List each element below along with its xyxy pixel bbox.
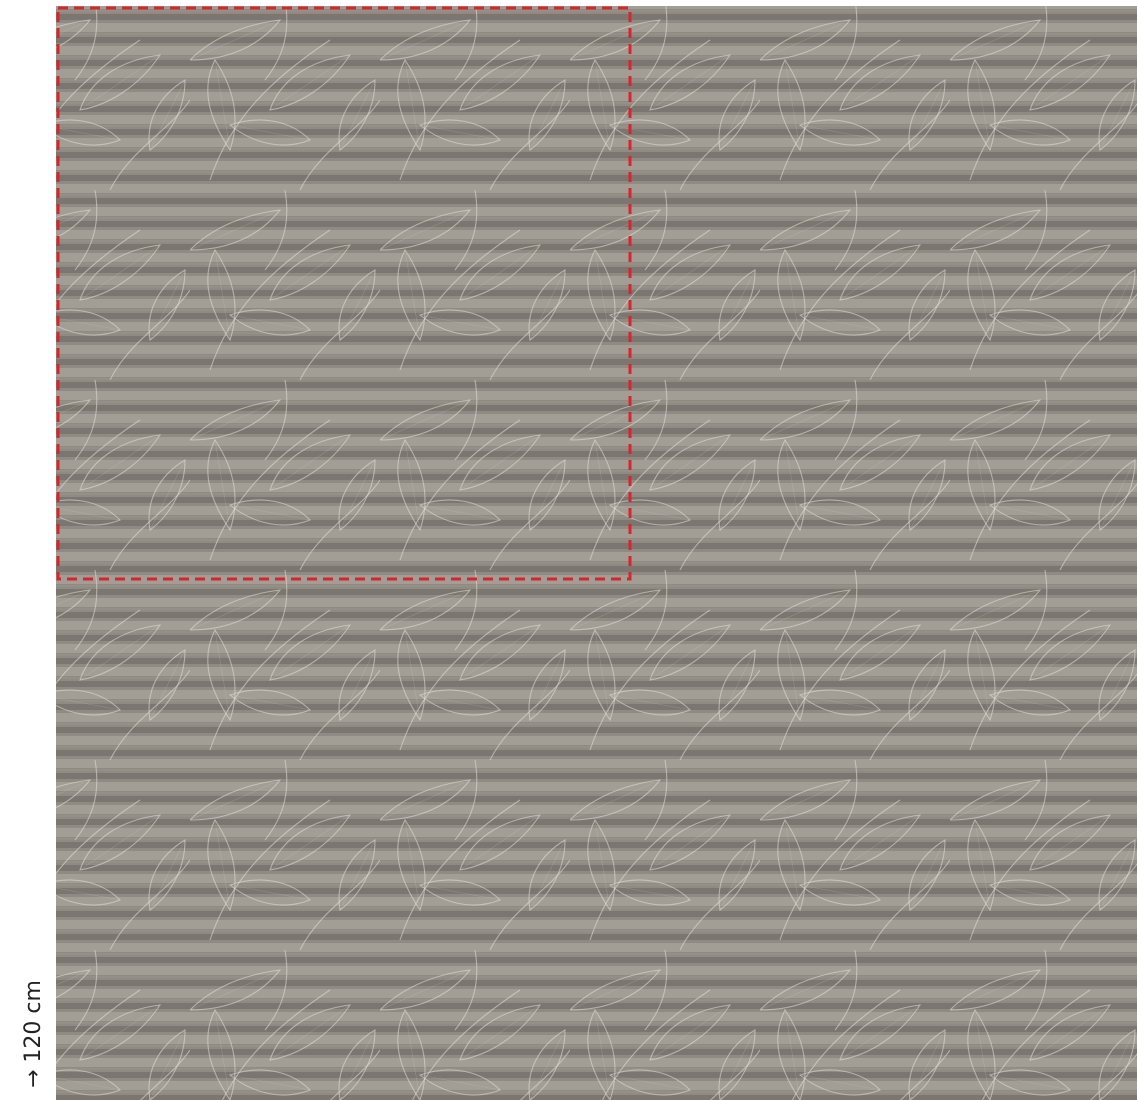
dimension-label: → 120 cm [21,980,46,1088]
repeat-outline [56,6,632,581]
fabric-leaves [56,6,1137,1100]
